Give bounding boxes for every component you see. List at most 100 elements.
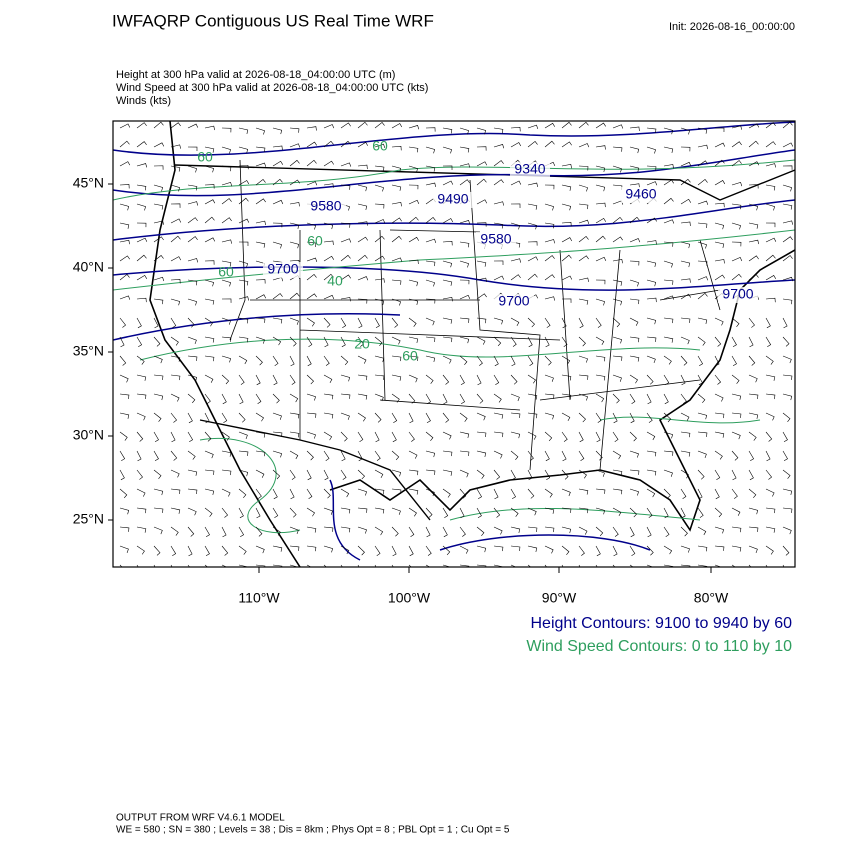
wind-barb [595, 355, 606, 362]
wind-barb [646, 181, 658, 186]
wind-barb [765, 317, 771, 329]
wind-barb [221, 488, 231, 497]
wind-barb [680, 336, 690, 345]
wind-barb [595, 235, 606, 243]
wind-barb [204, 279, 215, 287]
wind-barb [153, 393, 164, 401]
wind-barb [697, 292, 708, 300]
wind-barb [238, 412, 246, 423]
wind-barb [170, 374, 181, 381]
wind-barb [765, 526, 776, 533]
wind-barb [697, 144, 708, 150]
height-contour [113, 266, 795, 291]
wind-barb [340, 469, 347, 480]
wind-barb [459, 220, 471, 225]
wind-barb [272, 317, 283, 324]
wind-barb [459, 336, 470, 344]
wind-barb [221, 526, 227, 538]
wind-barb [272, 564, 283, 567]
wind-barb [646, 146, 656, 154]
wind-barb [782, 469, 791, 479]
wind-barb [595, 184, 606, 192]
wind-barb [527, 182, 538, 187]
wind-barb [697, 393, 706, 404]
wind-barb [612, 165, 622, 173]
map-frame [112, 120, 796, 568]
wind-barb [578, 488, 589, 495]
wind-barb [765, 374, 776, 381]
lat-label: 30°N [73, 427, 104, 443]
wind-barb [510, 180, 522, 186]
wind-legend: Wind Speed Contours: 0 to 110 by 10 [526, 638, 792, 655]
wind-barb [289, 241, 300, 249]
wind-barb [153, 507, 164, 513]
wind-barb [493, 450, 503, 459]
wind-barb [578, 236, 589, 243]
wind-barb [714, 159, 725, 167]
wind-barb [612, 216, 623, 224]
wind-barb [510, 564, 517, 567]
wind-barb [663, 450, 674, 456]
wind-barb [731, 222, 741, 230]
wind-barb [782, 236, 793, 243]
wind-barb [442, 180, 454, 186]
wind-barb [782, 142, 794, 148]
wind-barb [289, 317, 299, 325]
wind-barb [323, 412, 334, 419]
wind-barb [255, 469, 265, 478]
wind-barb [425, 431, 434, 441]
wind-barb [357, 254, 368, 262]
wind-barb [544, 317, 551, 328]
wind-barb [646, 279, 657, 287]
wind-barb [714, 127, 725, 133]
wind-barb [561, 412, 571, 422]
wind-barb [204, 165, 215, 173]
wind-barb [578, 277, 589, 282]
wind-barb [714, 202, 725, 208]
height-label: 9460 [625, 186, 656, 202]
height-contour [113, 312, 401, 341]
wind-barb [561, 488, 571, 497]
wind-barb [289, 222, 300, 229]
wind-barb [476, 469, 485, 479]
wind-barb [561, 450, 567, 462]
wind-barb [510, 355, 516, 367]
wind-barb [595, 526, 604, 537]
wind-barb [714, 450, 723, 460]
wind-barb [561, 163, 572, 169]
label-box [621, 187, 661, 203]
wind-barb [306, 241, 317, 248]
wind-barb [731, 488, 738, 499]
wind-barb [289, 488, 295, 500]
wind-barb [187, 355, 198, 361]
wind-barb [204, 336, 215, 343]
wind-barb [629, 545, 636, 556]
wind-barb [425, 279, 435, 287]
wind-barb [782, 317, 788, 329]
wind-barb [459, 545, 469, 554]
wind-barb [578, 507, 589, 514]
wind-barb [782, 431, 788, 443]
wind-barb [119, 564, 123, 567]
wind-barb [204, 355, 215, 362]
wind-contour [449, 416, 761, 521]
wind-barb [153, 298, 164, 305]
height-contour [113, 149, 795, 197]
wind-barb [629, 126, 640, 131]
wind-barb [238, 336, 249, 343]
wind-barb [136, 526, 147, 533]
wind-barb [238, 469, 249, 477]
title: IWFAQRP Contiguous US Real Time WRF [112, 11, 434, 30]
wind-barb [238, 431, 248, 440]
wind-barb [255, 507, 261, 519]
wind-barb [629, 412, 635, 424]
wind-barb [374, 355, 385, 363]
wind-barb [425, 469, 436, 475]
wind-barb [289, 202, 300, 207]
wind-barb [476, 507, 482, 519]
wind-barb [119, 545, 129, 553]
wind-barb [408, 236, 420, 243]
wind-barb [459, 317, 470, 323]
wind-barb [748, 273, 759, 281]
height-label: 9340 [514, 161, 545, 177]
